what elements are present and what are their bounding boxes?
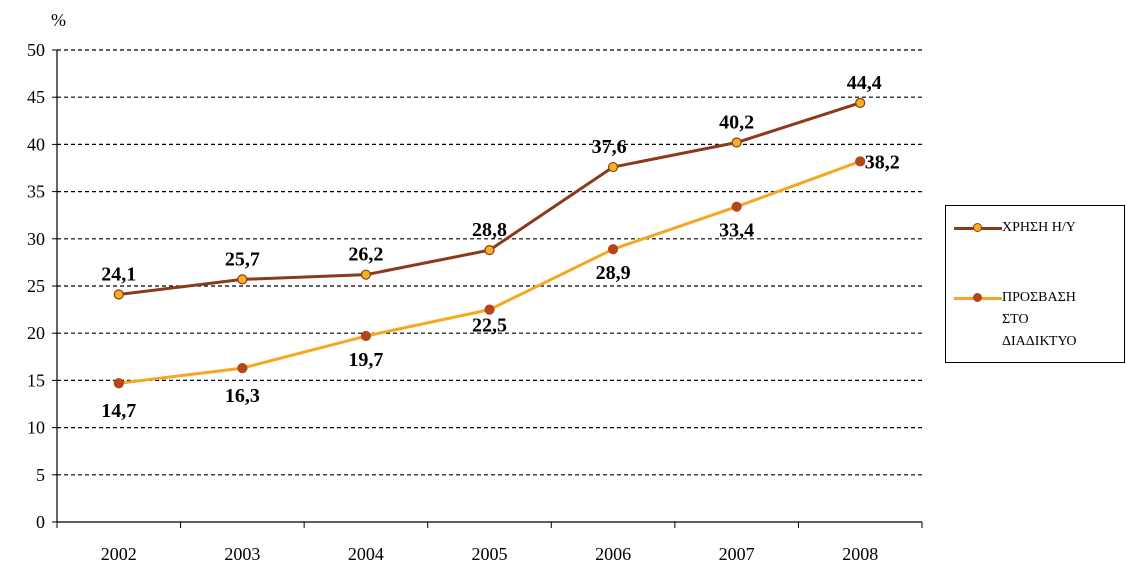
y-axis-unit: % [51, 10, 66, 30]
data-point [607, 161, 619, 173]
legend-swatch-internet-access [954, 287, 1002, 309]
data-point [855, 156, 866, 167]
data-label: 33,4 [719, 220, 754, 242]
data-label: 37,6 [592, 136, 627, 158]
y-tick-label: 40 [27, 134, 45, 154]
y-tick-label: 25 [27, 276, 45, 296]
x-tick-label: 2007 [719, 544, 755, 564]
data-label: 38,2 [865, 151, 900, 173]
legend-label-line-1: ΠΡΟΣΒΑΣΗ [1002, 290, 1076, 305]
data-point [360, 330, 372, 342]
data-point [731, 137, 742, 148]
series-lines [113, 97, 866, 389]
data-point [237, 363, 248, 374]
legend-label-line-2: ΣΤΟ [1002, 312, 1029, 327]
x-tick-label: 2002 [101, 544, 137, 564]
y-tick-label: 20 [27, 323, 45, 343]
x-tick-labels: 2002 2003 2004 2005 2006 2007 2008 [101, 544, 878, 564]
data-point [607, 244, 619, 255]
data-point [484, 304, 495, 315]
y-tick-label: 35 [27, 182, 45, 202]
data-label: 40,2 [719, 112, 754, 134]
legend-item-internet-access: ΠΡΟΣΒΑΣΗ ΣΤΟ ΔΙΑΔΙΚΤΥΟ [954, 287, 1112, 353]
data-labels: 24,1 25,7 26,2 28,8 37,6 40,2 44,4 14,7 16,3 19,7… [101, 72, 899, 422]
x-tick-label: 2003 [224, 544, 260, 564]
legend-label-computer-use: ΧΡΗΣΗ Η/Υ [1002, 220, 1076, 235]
y-tick-label: 30 [27, 229, 45, 249]
legend-swatch-computer-use [954, 217, 1002, 239]
data-point [113, 289, 124, 300]
legend: ΧΡΗΣΗ Η/Υ ΠΡΟΣΒΑΣΗ ΣΤΟ ΔΙΑΔΙΚΤΥΟ [945, 205, 1125, 363]
data-label: 16,3 [225, 385, 260, 407]
y-tick-label: 15 [27, 370, 45, 390]
data-label: 19,7 [348, 349, 383, 371]
x-tick-label: 2006 [595, 544, 631, 564]
y-tick-label: 0 [36, 512, 45, 532]
y-tick-labels: 0 5 10 15 20 25 30 35 40 45 50 [27, 40, 45, 532]
data-label: 24,1 [101, 263, 136, 285]
data-label: 22,5 [472, 315, 507, 337]
y-tick-label: 45 [27, 87, 45, 107]
data-point [113, 378, 124, 389]
data-label: 28,9 [596, 262, 631, 284]
axes [52, 49, 923, 528]
gridlines [57, 49, 922, 476]
data-label: 28,8 [472, 219, 507, 241]
series-line [118, 159, 861, 385]
y-tick-label: 50 [27, 40, 45, 60]
data-point [237, 274, 248, 285]
data-label: 44,4 [847, 72, 882, 94]
x-tick-label: 2005 [472, 544, 508, 564]
y-tick-label: 10 [27, 418, 45, 438]
legend-label-internet-access: ΠΡΟΣΒΑΣΗ ΣΤΟ ΔΙΑΔΙΚΤΥΟ [1002, 287, 1112, 353]
data-point [484, 245, 495, 256]
data-label: 25,7 [225, 248, 260, 270]
x-tick-label: 2004 [348, 544, 384, 564]
legend-label-line-3: ΔΙΑΔΙΚΤΥΟ [1002, 334, 1077, 349]
legend-item-computer-use: ΧΡΗΣΗ Η/Υ [954, 217, 1112, 239]
data-point [360, 269, 372, 280]
data-label: 14,7 [101, 400, 136, 422]
x-tick-label: 2008 [842, 544, 878, 564]
y-tick-label: 5 [36, 465, 45, 485]
data-point [855, 97, 866, 108]
data-point [731, 201, 742, 212]
data-label: 26,2 [348, 244, 383, 266]
